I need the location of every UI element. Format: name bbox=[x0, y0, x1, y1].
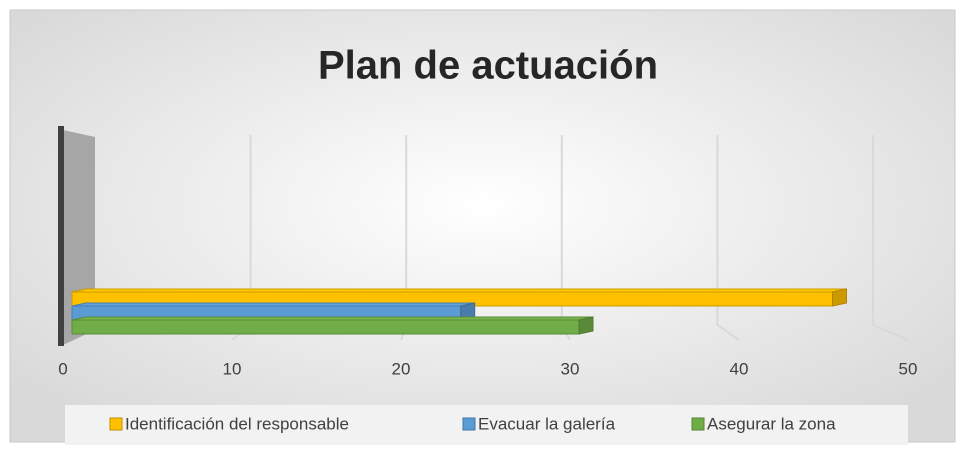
grid-line bbox=[872, 135, 909, 341]
x-tick-label: 50 bbox=[899, 359, 918, 378]
axis-wall-edge bbox=[58, 126, 64, 346]
x-tick-label: 0 bbox=[58, 359, 67, 378]
legend-swatch bbox=[691, 417, 705, 431]
x-tick-label: 20 bbox=[392, 359, 411, 378]
legend-box bbox=[65, 405, 908, 445]
chart-title: Plan de actuación bbox=[318, 44, 658, 88]
legend-label: Evacuar la galería bbox=[478, 414, 616, 433]
legend-label: Asegurar la zona bbox=[707, 414, 836, 433]
legend-swatch bbox=[462, 417, 476, 431]
x-tick-label: 30 bbox=[561, 359, 580, 378]
bar-end bbox=[832, 288, 847, 307]
x-tick-label: 10 bbox=[223, 359, 242, 378]
x-tick-label: 40 bbox=[730, 359, 749, 378]
grid-line bbox=[716, 135, 740, 341]
bar bbox=[71, 319, 580, 335]
bar-end bbox=[578, 316, 594, 335]
legend-label: Identificación del responsable bbox=[125, 414, 349, 433]
chart-area bbox=[9, 9, 956, 443]
legend-swatch bbox=[109, 417, 123, 431]
